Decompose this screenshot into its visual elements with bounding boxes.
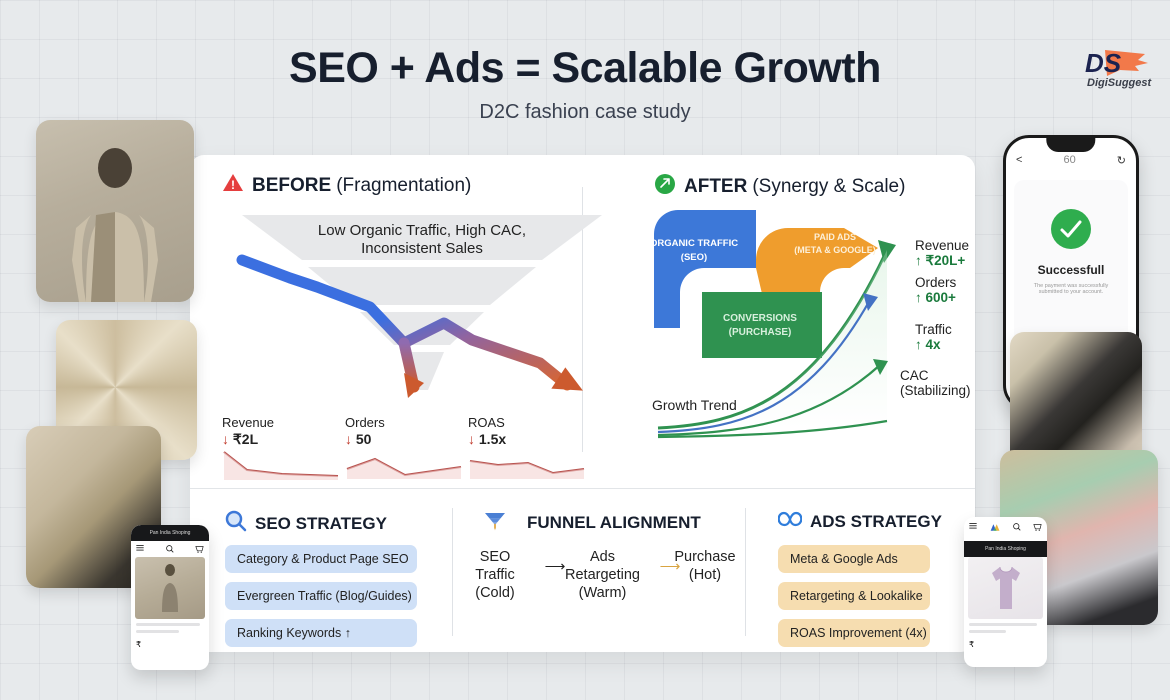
svg-text:ORGANIC TRAFFIC: ORGANIC TRAFFIC <box>652 238 738 249</box>
svg-text:Inconsistent Sales: Inconsistent Sales <box>361 240 483 257</box>
svg-text:Low Organic Traffic, High CAC,: Low Organic Traffic, High CAC, <box>318 222 526 239</box>
svg-text:DigiSuggest: DigiSuggest <box>1087 77 1153 89</box>
svg-text:PAID ADS: PAID ADS <box>814 232 856 242</box>
svg-text:(PURCHASE): (PURCHASE) <box>729 327 792 338</box>
svg-text:(META & GOOGLE): (META & GOOGLE) <box>794 245 876 255</box>
svg-text:DS: DS <box>1085 48 1122 78</box>
svg-text:CONVERSIONS: CONVERSIONS <box>723 313 797 324</box>
svg-text:!: ! <box>231 178 235 192</box>
svg-text:(SEO): (SEO) <box>681 252 707 263</box>
svg-text:Growth Trend: Growth Trend <box>652 397 737 413</box>
